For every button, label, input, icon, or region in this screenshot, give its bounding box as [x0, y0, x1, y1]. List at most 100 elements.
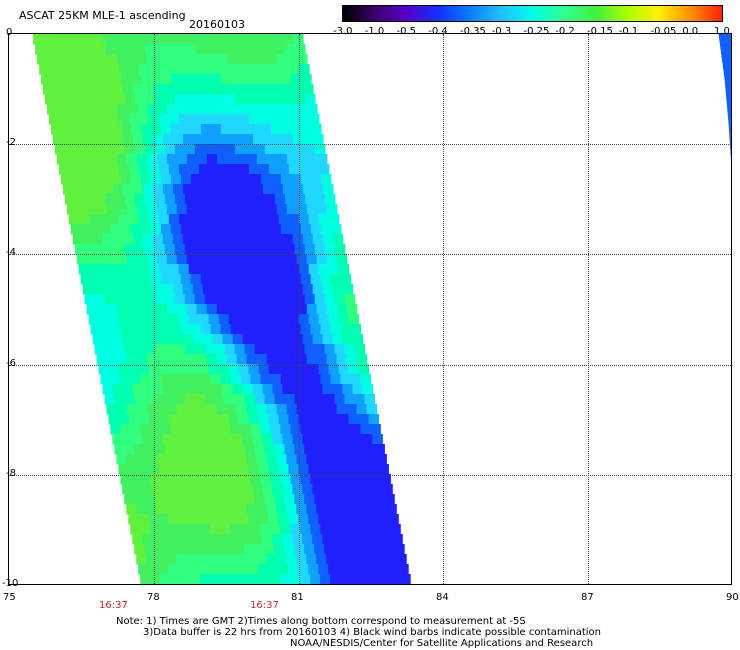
swath-cell — [364, 494, 375, 505]
swath-cell — [340, 324, 352, 335]
swath-cell — [84, 144, 96, 155]
swath-cell — [152, 434, 163, 445]
swath-cell — [354, 444, 365, 455]
swath-cell — [310, 324, 322, 335]
swath-cell — [80, 174, 92, 185]
swath-cell — [196, 454, 207, 465]
swath-cell — [216, 204, 228, 215]
swath-cell — [83, 84, 94, 95]
swath-cell — [126, 254, 138, 265]
swath-cell — [130, 274, 142, 285]
swath-cell — [256, 154, 268, 165]
swath-cell — [202, 434, 213, 445]
swath-cell — [183, 134, 194, 145]
swath-cell — [60, 174, 72, 185]
swath-cell — [206, 354, 218, 365]
swath-cell — [334, 244, 346, 255]
swath-cell — [394, 544, 405, 555]
swath-cell — [192, 584, 203, 585]
swath-cell — [282, 384, 293, 395]
swath-cell — [144, 144, 156, 155]
swath-cell — [292, 484, 303, 495]
swath-cell — [324, 494, 335, 505]
swath-cell — [352, 434, 363, 445]
swath-cell — [214, 394, 225, 405]
swath-cell — [296, 154, 308, 165]
swath-cell — [128, 264, 140, 275]
swath-cell — [250, 424, 261, 435]
swath-cell — [114, 144, 126, 155]
swath-cell — [278, 164, 290, 175]
swath-cell — [188, 464, 199, 475]
swath-cell — [268, 464, 279, 475]
swath-cell — [252, 484, 263, 495]
x-tick-label: 81 — [291, 592, 304, 603]
swath-cell — [348, 564, 359, 575]
swath-cell — [188, 364, 200, 375]
swath-cell — [102, 384, 113, 395]
swath-cell — [165, 94, 176, 105]
swath-cell — [318, 464, 329, 475]
swath-cell — [169, 114, 180, 125]
swath-cell — [326, 304, 338, 315]
swath-cell — [182, 234, 194, 245]
swath-cell — [121, 74, 132, 85]
swath-cell — [103, 134, 114, 145]
swath-cell — [90, 274, 102, 285]
swath-cell — [283, 134, 294, 145]
swath-cell — [88, 314, 100, 325]
swath-cell — [258, 314, 270, 325]
swath-cell — [120, 174, 132, 185]
swath-cell — [199, 114, 210, 125]
swath-cell — [258, 564, 269, 575]
swath-cell — [160, 524, 171, 535]
swath-cell — [278, 414, 289, 425]
swath-cell — [350, 374, 361, 385]
colorbar-label: -0.1 — [618, 26, 639, 37]
swath-cell — [172, 284, 184, 295]
swath-cell — [402, 584, 413, 585]
swath-cell — [224, 444, 235, 455]
swath-cell — [270, 274, 282, 285]
swath-cell — [196, 354, 208, 365]
swath-cell — [146, 354, 158, 365]
swath-cell — [213, 134, 224, 145]
swath-cell — [224, 144, 236, 155]
swath-cell — [74, 144, 86, 155]
colorbar-label: -0.2 — [555, 26, 575, 37]
swath-cell — [186, 504, 197, 515]
swath-cell — [360, 374, 371, 385]
swath-cell — [156, 504, 167, 515]
swath-cell — [334, 444, 345, 455]
swath-cell — [378, 514, 389, 525]
swath-cell — [290, 274, 302, 285]
swath-cell — [136, 404, 147, 415]
y-tick-label: -4 — [6, 247, 16, 258]
swath-cell — [297, 54, 308, 65]
swath-cell — [100, 274, 112, 285]
swath-cell — [133, 134, 144, 145]
swath-cell — [102, 284, 114, 295]
swath-cell — [298, 364, 310, 375]
swath-cell — [198, 514, 209, 525]
swath-cell — [199, 64, 210, 75]
swath-cell — [176, 554, 187, 565]
swath-cell — [158, 364, 170, 375]
swath-cell — [326, 504, 337, 515]
swath-cell — [106, 204, 118, 215]
swath-cell — [236, 354, 248, 365]
swath-cell — [82, 284, 94, 295]
swath-cell — [350, 424, 361, 435]
swath-cell — [156, 554, 167, 565]
swath-cell — [322, 434, 333, 445]
wind-swath — [33, 34, 731, 585]
swath-cell — [276, 554, 287, 565]
swath-cell — [292, 534, 303, 545]
swath-cell — [100, 224, 112, 235]
swath-cell — [184, 294, 196, 305]
swath-cell — [286, 254, 298, 265]
swath-cell — [201, 124, 212, 135]
swath-cell — [242, 184, 254, 195]
swath-cell — [153, 134, 164, 145]
swath-cell — [126, 504, 137, 515]
